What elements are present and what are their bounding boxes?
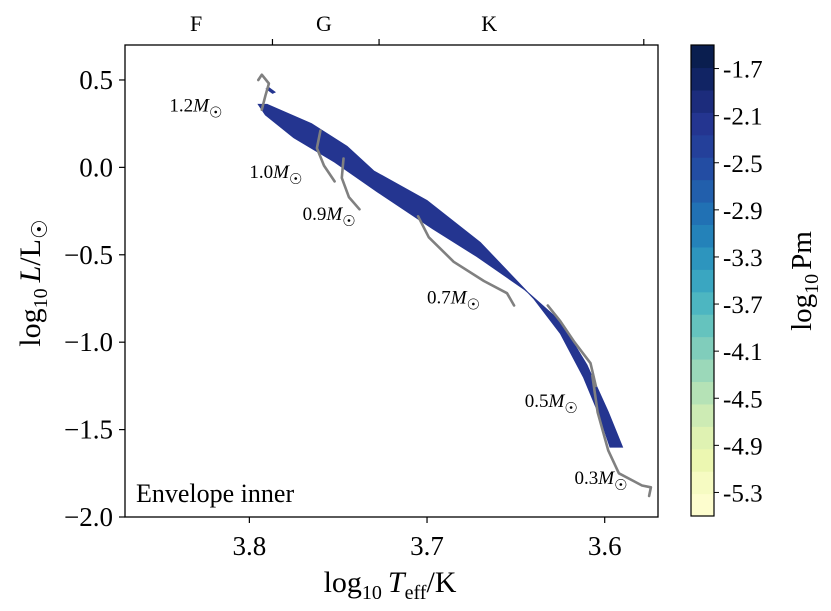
panel-label: Envelope inner bbox=[136, 479, 294, 508]
mass-label: 0.3M☉ bbox=[574, 468, 627, 494]
colorbar-band bbox=[691, 359, 714, 383]
mass-label: 0.5M☉ bbox=[525, 391, 578, 417]
colorbar-tick-label: -3.3 bbox=[723, 245, 763, 272]
colorbar-band bbox=[691, 381, 714, 405]
colorbar-band bbox=[691, 89, 714, 113]
colorbar bbox=[691, 45, 714, 517]
pm-region-fill bbox=[257, 103, 624, 448]
y-tick-label: 0.5 bbox=[79, 65, 113, 95]
colorbar-band bbox=[691, 336, 714, 360]
colorbar-band bbox=[691, 471, 714, 495]
colorbar-band bbox=[691, 157, 714, 181]
colorbar-tick-label: -3.7 bbox=[723, 292, 763, 319]
colorbar-band bbox=[691, 112, 714, 136]
track-0-3 bbox=[590, 374, 653, 498]
pm-region bbox=[257, 87, 624, 448]
colorbar-band bbox=[691, 493, 714, 517]
y-tick-label: −0.5 bbox=[64, 240, 113, 270]
colorbar-band bbox=[691, 134, 714, 158]
spectral-class-G: G bbox=[316, 11, 332, 36]
mass-label: 1.0M☉ bbox=[249, 162, 302, 188]
colorbar-tick-label: -2.5 bbox=[723, 151, 763, 178]
colorbar-tick-label: -1.7 bbox=[723, 57, 763, 84]
x-axis-ticks: 3.8 3.7 3.6 bbox=[232, 517, 622, 561]
y-tick-label: −1.0 bbox=[64, 327, 113, 357]
y-tick-label: −1.5 bbox=[64, 415, 113, 445]
x-tick-label: 3.7 bbox=[410, 531, 444, 561]
colorbar-band bbox=[691, 291, 714, 315]
y-axis-label: log10L/L☉ bbox=[14, 219, 52, 346]
colorbar-band bbox=[691, 45, 714, 69]
colorbar-band bbox=[691, 246, 714, 270]
colorbar-band bbox=[691, 67, 714, 91]
colorbar-band bbox=[691, 403, 714, 427]
y-tick-label: −2.0 bbox=[64, 502, 113, 532]
colorbar-tick-label: -2.9 bbox=[723, 198, 763, 225]
mass-label: 0.9M☉ bbox=[303, 204, 356, 230]
colorbar-tick-label: -4.5 bbox=[723, 386, 763, 413]
spectral-class-F: F bbox=[190, 11, 202, 36]
colorbar-label: log10Pm bbox=[786, 231, 823, 331]
mass-label: 1.2M☉ bbox=[169, 95, 222, 121]
evolution-tracks bbox=[256, 73, 653, 498]
x-tick-label: 3.6 bbox=[588, 531, 622, 561]
x-axis-label: log10 Teff/K bbox=[324, 566, 457, 604]
colorbar-band bbox=[691, 179, 714, 203]
colorbar-tick-label: -5.3 bbox=[723, 480, 763, 507]
y-tick-label: 0.0 bbox=[79, 152, 113, 182]
colorbar-band bbox=[691, 224, 714, 248]
track-1-2 bbox=[256, 73, 271, 111]
mass-labels: 1.2M☉ 1.0M☉0.9M☉ 0.7M☉ 0.5M☉ 0.3M☉ bbox=[169, 95, 627, 493]
colorbar-band bbox=[691, 314, 714, 338]
colorbar-band bbox=[691, 269, 714, 293]
plot-frame bbox=[124, 44, 659, 518]
colorbar-tick-label: -4.1 bbox=[723, 339, 763, 366]
spectral-class-K: K bbox=[481, 11, 497, 36]
colorbar-tick-label: -2.1 bbox=[723, 104, 763, 131]
mass-label: 0.7M☉ bbox=[427, 288, 480, 314]
track-0-5 bbox=[546, 304, 598, 388]
track-1-0 bbox=[315, 129, 336, 183]
track-0-9 bbox=[340, 157, 361, 211]
track-0-7 bbox=[416, 215, 516, 307]
top-axis-ticks bbox=[271, 39, 645, 45]
colorbar-frame bbox=[690, 44, 715, 517]
colorbar-ticks: -1.7 -2.1 -2.5 -2.9 -3.3 -3.7 -4.1 -4.5 -4.9 -5.3 bbox=[714, 57, 763, 507]
colorbar-band bbox=[691, 448, 714, 472]
colorbar-band bbox=[691, 426, 714, 450]
colorbar-band bbox=[691, 202, 714, 226]
y-axis-ticks: 0.5 0.0 −0.5 −1.0 −1.5 −2.0 bbox=[64, 65, 125, 532]
x-tick-label: 3.8 bbox=[232, 531, 266, 561]
colorbar-tick-label: -4.9 bbox=[723, 433, 763, 460]
